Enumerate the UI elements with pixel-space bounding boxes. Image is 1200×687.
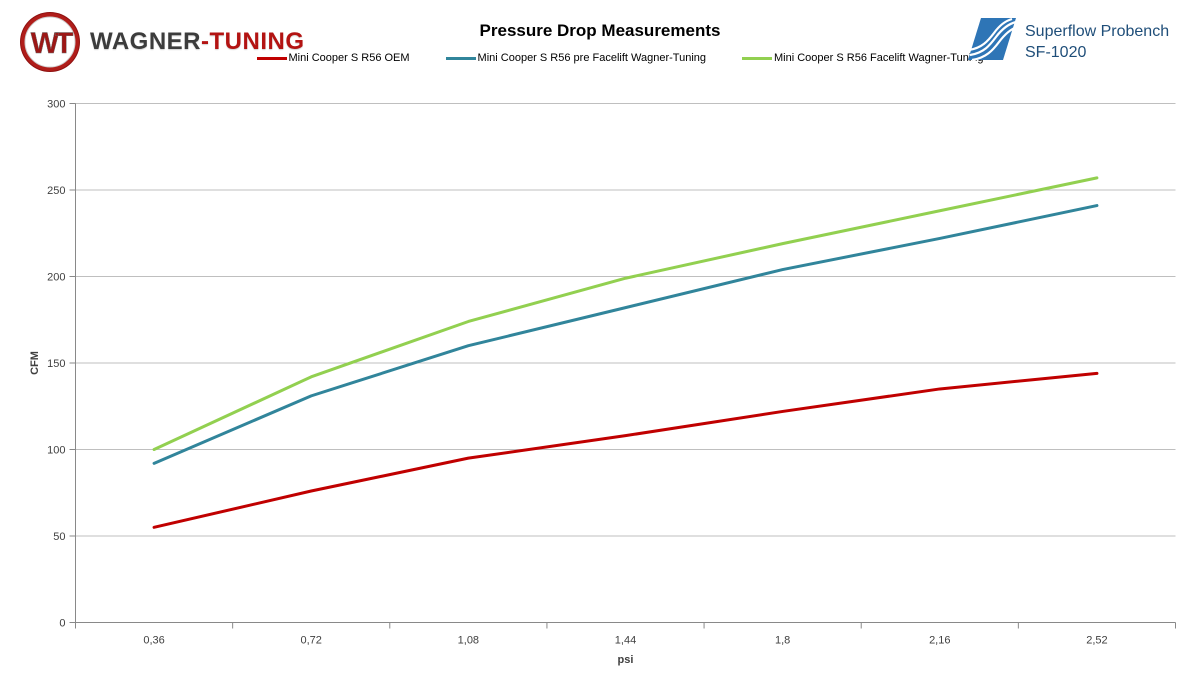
y-tick-label: 250 bbox=[47, 185, 65, 197]
legend-label: Mini Cooper S R56 Facelift Wagner-Tuning bbox=[774, 52, 984, 64]
legend-item-2: Mini Cooper S R56 Facelift Wagner-Tuning bbox=[742, 52, 984, 64]
y-tick-label: 150 bbox=[47, 358, 65, 370]
superflow-glyph-icon bbox=[968, 17, 1018, 62]
superflow-label: Superflow Probench SF-1020 bbox=[1025, 16, 1169, 64]
chart-legend: Mini Cooper S R56 OEM Mini Cooper S R56 p… bbox=[100, 52, 1140, 64]
superflow-label-line1: Superflow Probench bbox=[1025, 23, 1170, 40]
y-tick-label: 300 bbox=[47, 99, 65, 111]
legend-marker bbox=[445, 56, 476, 60]
chart-title: Pressure Drop Measurements bbox=[479, 21, 721, 40]
x-axis-title: psi bbox=[618, 654, 634, 666]
emblem-inner-disc bbox=[24, 16, 76, 68]
legend-marker bbox=[256, 56, 287, 60]
wordmark-separator: - bbox=[201, 28, 210, 55]
wagner-tuning-logo: WT WAGNER-TUNING bbox=[18, 10, 305, 74]
x-tick-label: 2,16 bbox=[929, 635, 950, 647]
x-tick-label: 0,72 bbox=[301, 635, 322, 647]
wordmark-wagner: WAGNER bbox=[90, 28, 201, 55]
x-tick-label: 1,08 bbox=[458, 635, 479, 647]
series-line-1 bbox=[152, 204, 1099, 465]
x-tick-label: 1,44 bbox=[615, 635, 636, 647]
legend-item-1: Mini Cooper S R56 pre Facelift Wagner-Tu… bbox=[445, 52, 706, 64]
series-line-0 bbox=[152, 371, 1099, 529]
x-tick-label: 2,52 bbox=[1086, 635, 1107, 647]
legend-label: Mini Cooper S R56 pre Facelift Wagner-Tu… bbox=[477, 52, 706, 64]
legend-label: Mini Cooper S R56 OEM bbox=[288, 52, 410, 64]
y-tick-label: 50 bbox=[53, 531, 65, 543]
x-tick-label: 1,8 bbox=[775, 635, 790, 647]
y-tick-label: 0 bbox=[59, 618, 65, 630]
wagner-tuning-wordmark: WAGNER-TUNING bbox=[90, 28, 305, 56]
y-axis-title: CFM bbox=[29, 351, 41, 375]
wagner-tuning-emblem: WT bbox=[20, 12, 80, 72]
legend-marker bbox=[742, 56, 772, 60]
superflow-logo: Superflow Probench SF-1020 bbox=[966, 16, 1169, 64]
x-tick-label: 0,36 bbox=[143, 635, 164, 647]
series-line-2 bbox=[152, 176, 1099, 451]
superflow-glyph-stripes bbox=[968, 17, 1018, 62]
legend-item-0: Mini Cooper S R56 OEM bbox=[256, 52, 410, 64]
y-tick-label: 100 bbox=[47, 445, 65, 457]
wordmark-tuning: TUNING bbox=[209, 28, 305, 55]
superflow-label-line2: SF-1020 bbox=[1025, 43, 1087, 61]
y-tick-label: 200 bbox=[47, 272, 65, 284]
